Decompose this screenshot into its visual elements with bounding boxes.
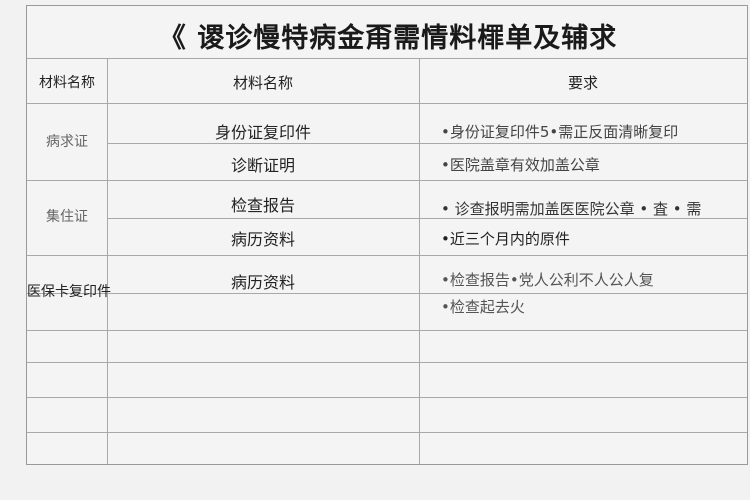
material-cell: 诊断证明	[230, 156, 295, 175]
requirement-cell: • 诊查报明需加盖医医院公章 • 査 • 需	[441, 200, 702, 218]
page-title: 《 谡诊慢特病金甭需情料檌单及辅求	[158, 23, 618, 54]
group-label: 集住证	[46, 209, 88, 225]
requirement-cell: •检查报告•党人公利不人公人复	[441, 271, 654, 289]
requirement-cell: •近三个月内的原件	[441, 230, 570, 248]
requirement-cell: •身份证复印件5•需正反面清晰复印	[441, 123, 679, 141]
material-cell: 身份证复印件	[214, 123, 311, 142]
header-material: 材料名称	[232, 74, 293, 92]
material-cell: 病历资料	[230, 230, 295, 249]
header-requirement: 要求	[567, 74, 598, 92]
material-cell: 病历资料	[230, 273, 295, 292]
group-label: 病求证	[46, 134, 88, 150]
header-category: 材料名称	[39, 75, 95, 91]
group-label: 医保卡复印件	[27, 284, 111, 300]
requirement-cell: •检查起去火	[441, 298, 525, 316]
requirement-cell: •医院盖章有效加盖公章	[441, 156, 600, 174]
material-cell: 检查报告	[230, 196, 295, 215]
materials-table: 《 谡诊慢特病金甭需情料檌单及辅求 材料名称 材料名称 要求 病求证 身份证复印…	[26, 5, 748, 465]
